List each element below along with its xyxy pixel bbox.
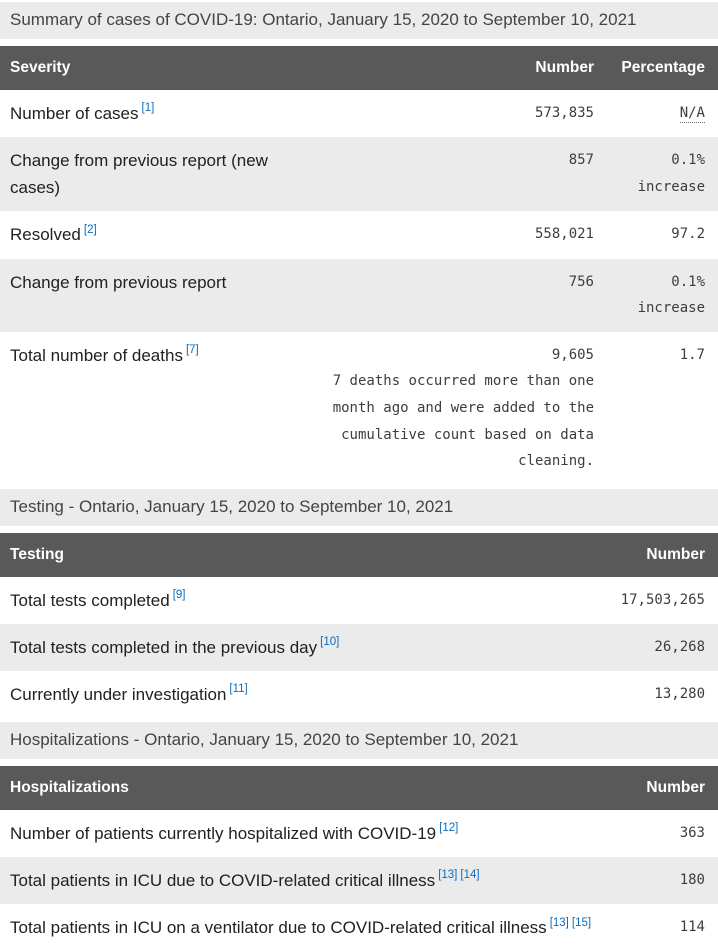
column-header-number: Number bbox=[600, 765, 718, 810]
number-cell: 180 bbox=[600, 857, 718, 905]
number-value: 363 bbox=[679, 824, 705, 841]
column-header-hospitalizations: Hospitalizations bbox=[0, 765, 600, 810]
label-cell: Total tests completed [9] bbox=[0, 577, 600, 624]
column-header-testing: Testing bbox=[0, 532, 600, 577]
table-row: Total patients in ICU on a ventilator du… bbox=[0, 904, 718, 951]
percentage-value: 1.7 bbox=[679, 346, 705, 363]
footnote-link[interactable]: [12] bbox=[439, 822, 459, 835]
number-cell: 9,605 7 deaths occurred more than one mo… bbox=[318, 332, 602, 485]
footnote-link[interactable]: [13] bbox=[549, 916, 569, 929]
row-label: Resolved bbox=[10, 225, 81, 245]
footnote-link[interactable]: [10] bbox=[320, 636, 340, 649]
footnote-link[interactable]: [13] bbox=[438, 869, 458, 882]
footnote-link[interactable]: [15] bbox=[571, 916, 592, 929]
label-cell: Currently under investigation [11] bbox=[0, 671, 600, 718]
number-cell: 17,503,265 bbox=[600, 577, 718, 624]
table-row: Change from previous report 756 0.1% inc… bbox=[0, 258, 718, 332]
label-cell: Change from previous report bbox=[0, 258, 318, 332]
label-cell: Total patients in ICU on a ventilator du… bbox=[0, 904, 600, 951]
percentage-cell: 1.7 bbox=[602, 332, 718, 485]
row-label: Number of cases bbox=[10, 103, 139, 123]
number-cell: 13,280 bbox=[600, 671, 718, 718]
row-label: Change from previous report bbox=[10, 272, 227, 292]
table-row: Change from previous report (new cases) … bbox=[0, 136, 718, 212]
percentage-value: 0.1% increase bbox=[637, 151, 705, 195]
label-cell: Change from previous report (new cases) bbox=[0, 136, 318, 212]
footnote-link[interactable]: [2] bbox=[83, 223, 97, 236]
summary-table: Severity Number Percentage Number of cas… bbox=[0, 45, 718, 485]
row-label: Currently under investigation bbox=[10, 684, 227, 704]
number-cell: 363 bbox=[600, 810, 718, 857]
number-value: 13,280 bbox=[654, 685, 705, 702]
number-cell: 573,835 bbox=[318, 90, 602, 137]
table-row: Currently under investigation [11] 13,280 bbox=[0, 671, 718, 718]
percentage-cell: 0.1% increase bbox=[602, 258, 718, 332]
table-row: Total number of deaths [7] 9,605 7 deaths… bbox=[0, 332, 718, 485]
row-label: Total patients in ICU on a ventilator du… bbox=[10, 918, 547, 938]
label-cell: Number of cases [1] bbox=[0, 90, 318, 137]
column-header-number: Number bbox=[318, 45, 602, 90]
label-cell: Total tests completed in the previous da… bbox=[0, 623, 600, 671]
number-value: 114 bbox=[679, 919, 705, 936]
section-caption-testing: Testing - Ontario, January 15, 2020 to S… bbox=[0, 488, 718, 526]
testing-table: Testing Number Total tests completed [9] … bbox=[0, 532, 718, 719]
percentage-value: 0.1% increase bbox=[637, 273, 705, 317]
table-row: Resolved [2] 558,021 97.2 bbox=[0, 211, 718, 258]
hospitalizations-header-row: Hospitalizations Number bbox=[0, 765, 718, 810]
testing-header-row: Testing Number bbox=[0, 532, 718, 577]
footnote-link[interactable]: [7] bbox=[185, 344, 199, 357]
row-label: Total patients in ICU due to COVID-relat… bbox=[10, 871, 436, 891]
column-header-severity: Severity bbox=[0, 45, 318, 90]
number-value: 9,605 bbox=[551, 346, 594, 363]
hospitalizations-table: Hospitalizations Number Number of patien… bbox=[0, 765, 718, 952]
number-value: 17,503,265 bbox=[620, 591, 705, 608]
number-value: 558,021 bbox=[534, 226, 594, 243]
percentage-cell: N/A bbox=[602, 90, 718, 137]
percentage-cell: 97.2 bbox=[602, 211, 718, 258]
number-value: 857 bbox=[568, 151, 594, 168]
table-row: Total tests completed in the previous da… bbox=[0, 623, 718, 671]
data-cleaning-note: 7 deaths occurred more than one month ag… bbox=[332, 373, 594, 470]
number-cell: 114 bbox=[600, 904, 718, 951]
row-label: Total number of deaths bbox=[10, 345, 183, 365]
label-cell: Total patients in ICU due to COVID-relat… bbox=[0, 857, 600, 905]
footnote-link[interactable]: [9] bbox=[172, 588, 186, 601]
table-row: Number of cases [1] 573,835 N/A bbox=[0, 90, 718, 137]
row-label: Change from previous report (new cases) bbox=[10, 150, 268, 198]
number-cell: 857 bbox=[318, 136, 602, 212]
column-header-number: Number bbox=[600, 532, 718, 577]
percentage-value: 97.2 bbox=[671, 226, 705, 243]
table-row: Number of patients currently hospitalize… bbox=[0, 810, 718, 857]
section-caption-hospitalizations: Hospitalizations - Ontario, January 15, … bbox=[0, 722, 718, 759]
footnote-link[interactable]: [1] bbox=[141, 102, 155, 115]
number-value: 573,835 bbox=[534, 104, 594, 121]
summary-header-row: Severity Number Percentage bbox=[0, 45, 718, 90]
footnote-link[interactable]: [14] bbox=[460, 869, 480, 882]
na-abbreviation: N/A bbox=[679, 104, 705, 123]
column-header-percentage: Percentage bbox=[602, 45, 718, 90]
label-cell: Total number of deaths [7] bbox=[0, 332, 318, 485]
number-cell: 558,021 bbox=[318, 211, 602, 258]
percentage-cell: 0.1% increase bbox=[602, 136, 718, 212]
table-row: Total patients in ICU due to COVID-relat… bbox=[0, 857, 718, 905]
section-caption-summary: Summary of cases of COVID-19: Ontario, J… bbox=[0, 2, 718, 39]
number-value: 180 bbox=[679, 872, 705, 889]
row-label: Total tests completed bbox=[10, 590, 170, 610]
number-cell: 756 bbox=[318, 258, 602, 332]
number-value: 756 bbox=[568, 273, 594, 290]
number-value: 26,268 bbox=[654, 638, 705, 655]
table-row: Total tests completed [9] 17,503,265 bbox=[0, 577, 718, 624]
row-label: Total tests completed in the previous da… bbox=[10, 637, 318, 657]
label-cell: Resolved [2] bbox=[0, 211, 318, 258]
number-cell: 26,268 bbox=[600, 623, 718, 671]
row-label: Number of patients currently hospitalize… bbox=[10, 823, 437, 843]
label-cell: Number of patients currently hospitalize… bbox=[0, 810, 600, 857]
footnote-link[interactable]: [11] bbox=[229, 683, 248, 696]
